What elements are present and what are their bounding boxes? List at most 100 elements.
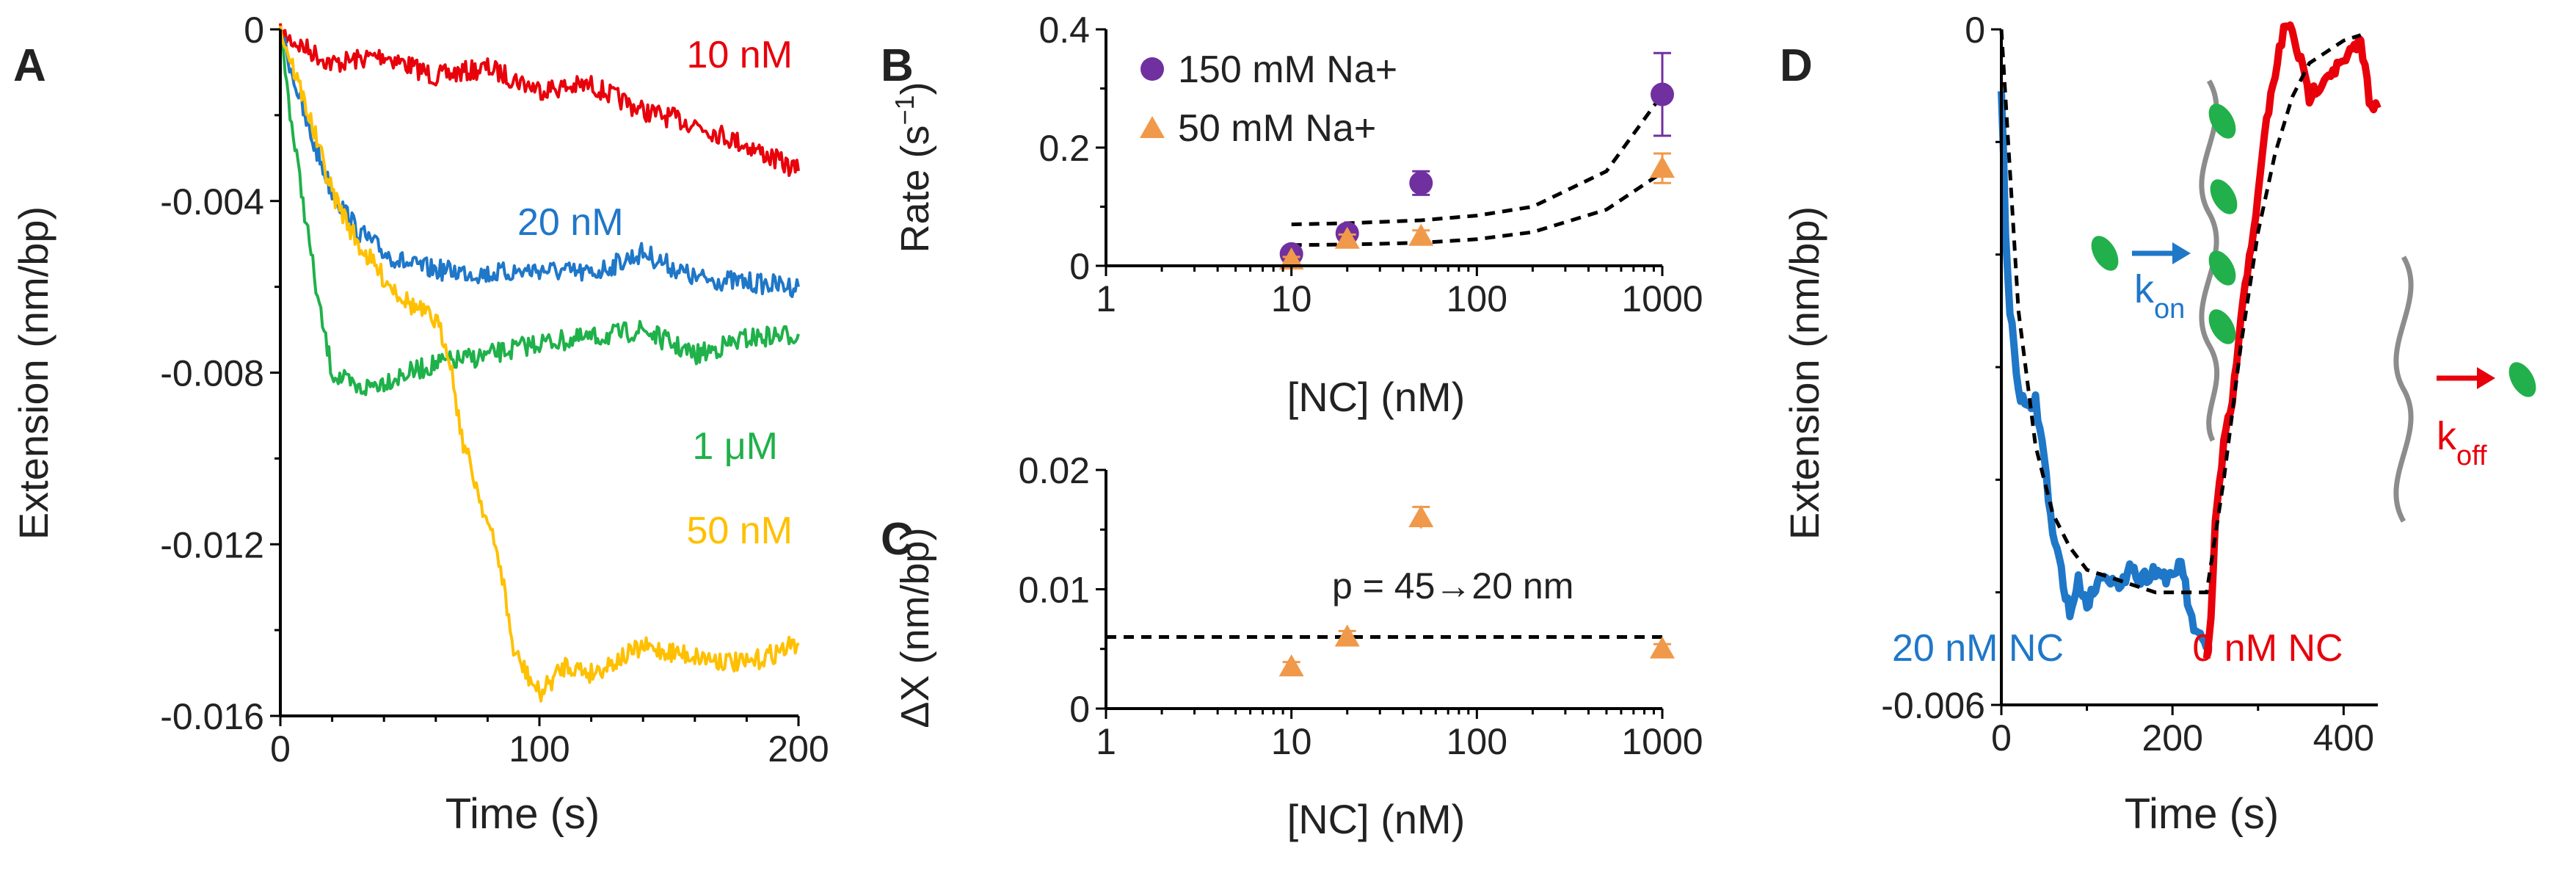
y-axis-label-sup: −1 — [889, 95, 920, 125]
x-tick-label: 400 — [2313, 717, 2374, 759]
y-axis-label: Extension (nm/bp) — [10, 206, 57, 540]
x-tick-label: 100 — [509, 728, 570, 770]
data-point-triangle — [1650, 156, 1675, 178]
y-tick-label: -0.012 — [160, 524, 264, 565]
rate-label-kon-base: k — [2134, 267, 2155, 311]
panel-letter: C — [881, 514, 914, 565]
protein-icon — [2091, 236, 2119, 271]
x-tick-label: 1000 — [1621, 721, 1703, 762]
panel-b: B 1 10 100 1000 0 0.2 0.4 Rate (s−1) [NC] (nM)… — [881, 10, 1703, 420]
panel-letter: B — [881, 40, 914, 91]
y-axis-label: Extension (nm/bp) — [1781, 206, 1827, 540]
dna-strand-icon — [2393, 256, 2414, 523]
y-tick-label: 0 — [244, 10, 264, 51]
fit-curve-d — [1999, 29, 2362, 595]
x-tick-label: 1 — [1096, 278, 1116, 319]
y-tick-label: 0.2 — [1038, 128, 1090, 169]
y-tick-label: 0 — [1069, 689, 1090, 730]
plot-area-c — [1278, 505, 1675, 677]
data-point-triangle — [1334, 624, 1360, 647]
x-tick-label: 10 — [1271, 721, 1312, 762]
x-tick-label: 10 — [1271, 278, 1312, 319]
data-point-triangle — [1334, 226, 1360, 249]
arrow-on-head-icon — [2172, 242, 2191, 264]
legend-label-150mm: 150 mM Na+ — [1178, 48, 1397, 91]
series-label-0nm-nc: 0 nM NC — [2192, 627, 2343, 670]
y-tick-label: 0 — [1965, 10, 1985, 51]
y-tick-label: 0 — [1069, 246, 1090, 287]
x-tick-label: 100 — [1447, 278, 1507, 319]
series-label-20nm: 20 nM — [517, 201, 624, 244]
panel-c: C 1 10 100 1000 0 0.01 0.02 ΔX (nm/bp) [NC] (n… — [881, 450, 1703, 842]
protein-icon — [2208, 104, 2236, 139]
protein-icon — [2210, 179, 2238, 214]
x-tick-label: 1000 — [1621, 278, 1703, 319]
rate-label-kon: kon — [2134, 267, 2185, 325]
y-axis-label: ΔX (nm/bp) — [893, 527, 937, 728]
legend-marker-circle — [1140, 57, 1164, 81]
y-tick-label: -0.016 — [160, 696, 264, 737]
rate-label-kon-sub: on — [2154, 294, 2185, 325]
plot-area-b — [1278, 51, 1675, 269]
binding-cartoon: kon — [2091, 79, 2238, 442]
panel-a: A 0 100 200 0 -0.004 -0.008 -0.012 -0.016 Exten… — [10, 10, 829, 838]
x-axis-label: Time (s) — [2125, 790, 2279, 838]
rate-label-koff-sub: off — [2456, 441, 2487, 471]
series-label-1um: 1 μM — [692, 425, 778, 468]
series-label-10nm: 10 nM — [686, 34, 793, 76]
data-point-circle — [1651, 82, 1674, 106]
x-tick-label: 200 — [2142, 717, 2202, 759]
fit-curve — [1999, 29, 2362, 595]
data-point-circle — [1409, 171, 1433, 195]
data-point-triangle — [1278, 654, 1304, 677]
axes-c: 1 10 100 1000 0 0.01 0.02 — [1019, 450, 1703, 762]
series-label-50nm: 50 nM — [686, 510, 793, 552]
trace-blue — [1998, 91, 2211, 650]
trace-blue — [279, 35, 800, 298]
data-point-triangle — [1408, 505, 1434, 527]
legend: 150 mM Na+ 50 mM Na+ — [1140, 48, 1397, 150]
legend-label-50mm: 50 mM Na+ — [1178, 107, 1376, 150]
rate-label-koff-base: k — [2437, 414, 2457, 458]
data-point-triangle — [1278, 247, 1304, 269]
arrow-off-head-icon — [2477, 367, 2495, 389]
trace-red — [279, 23, 800, 177]
y-tick-label: -0.008 — [160, 353, 264, 394]
trace-red — [2202, 21, 2382, 659]
x-tick-label: 200 — [768, 728, 829, 770]
y-tick-label: 0.4 — [1038, 10, 1090, 51]
x-axis-label: [NC] (nM) — [1287, 374, 1466, 420]
y-tick-label: 0.01 — [1019, 570, 1090, 611]
y-axis-label-main: Rate (s — [893, 125, 937, 253]
x-tick-label: 0 — [1991, 717, 2012, 759]
unbinding-cartoon: koff — [2393, 256, 2536, 523]
plot-area-a — [279, 23, 800, 703]
panel-letter: D — [1780, 40, 1813, 91]
trace-green — [279, 34, 800, 397]
y-tick-label: -0.006 — [1881, 685, 1985, 726]
data-point-triangle — [1650, 636, 1675, 659]
x-tick-label: 1 — [1096, 721, 1116, 762]
rate-label-koff: koff — [2437, 414, 2487, 471]
legend-marker-triangle — [1140, 116, 1165, 138]
protein-icon — [2208, 309, 2236, 344]
protein-icon — [2208, 250, 2236, 286]
x-tick-label: 100 — [1447, 721, 1507, 762]
axes-a: 0 100 200 0 -0.004 -0.008 -0.012 -0.016 — [160, 10, 829, 770]
y-tick-label: 0.02 — [1019, 450, 1090, 491]
x-axis-label: [NC] (nM) — [1287, 796, 1466, 842]
trace-yellow — [279, 26, 800, 703]
panel-letter: A — [13, 40, 46, 91]
x-tick-label: 0 — [270, 728, 291, 770]
y-tick-label: -0.004 — [160, 181, 264, 222]
y-axis-label-end: ) — [893, 82, 937, 95]
series-label-20nm-nc: 20 nM NC — [1892, 627, 2064, 670]
y-axis-label: Rate (s−1) — [889, 82, 938, 253]
x-axis-label: Time (s) — [445, 790, 600, 838]
plot-area-d — [1998, 21, 2382, 659]
data-point-triangle — [1408, 223, 1434, 246]
annotation-persistence: p = 45→20 nm — [1332, 565, 1573, 607]
